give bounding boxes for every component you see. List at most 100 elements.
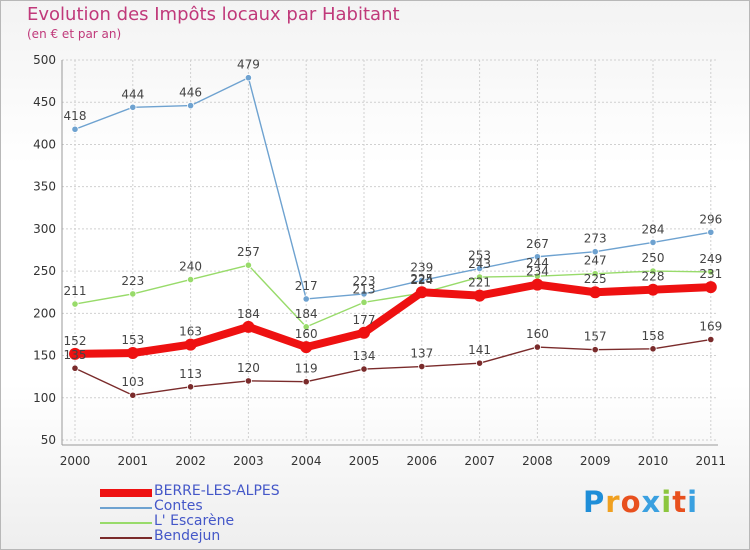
- data-point: [187, 383, 195, 391]
- legend-label-berre: BERRE-LES-ALPES: [154, 483, 280, 499]
- data-point: [418, 362, 426, 371]
- data-point: [71, 125, 79, 133]
- data-point: [591, 270, 599, 278]
- data-point: [302, 378, 310, 386]
- data-point: [360, 290, 368, 298]
- data-point: [591, 248, 599, 256]
- data-point: [244, 377, 252, 385]
- data-point: [649, 267, 657, 275]
- data-label: 257: [237, 245, 260, 259]
- y-tick-label: 100: [33, 391, 56, 405]
- data-point: [647, 283, 659, 296]
- data-label: 184: [237, 307, 260, 321]
- data-point: [704, 281, 717, 294]
- data-label: 158: [642, 329, 665, 343]
- legend-label-bendejun: Bendejun: [154, 528, 221, 544]
- data-label: 135: [64, 348, 87, 362]
- data-point: [129, 290, 137, 298]
- x-tick-label: 2005: [349, 454, 380, 468]
- legend-swatch-berre: [100, 489, 152, 497]
- data-label: 211: [64, 284, 87, 298]
- x-tick-label: 2008: [522, 454, 553, 468]
- data-point: [187, 102, 195, 110]
- x-tick-label: 2002: [175, 454, 206, 468]
- data-point: [129, 103, 137, 111]
- data-point: [69, 347, 81, 360]
- data-point: [475, 359, 484, 367]
- series-line-l-escar-ne: [74, 264, 712, 328]
- data-label: 225: [584, 272, 607, 286]
- data-point: [533, 253, 542, 261]
- data-label: 418: [64, 109, 87, 123]
- data-point: [300, 341, 313, 354]
- legend-swatch-bendejun: [100, 537, 152, 539]
- y-tick-label: 50: [41, 433, 56, 447]
- data-point: [707, 335, 715, 344]
- data-label: 225: [410, 272, 433, 286]
- data-label: 273: [584, 232, 607, 246]
- data-label: 284: [642, 222, 665, 236]
- data-point: [302, 323, 310, 331]
- y-tick-label: 150: [33, 349, 56, 363]
- data-label: 152: [64, 334, 87, 348]
- data-label: 240: [179, 260, 202, 274]
- data-label: 228: [642, 270, 665, 284]
- data-point: [591, 346, 599, 354]
- chart-subtitle: (en € et par an): [27, 27, 122, 41]
- data-point: [533, 343, 542, 351]
- data-label: 244: [526, 256, 549, 270]
- data-label: 247: [584, 254, 607, 268]
- data-point: [707, 228, 715, 236]
- data-label: 177: [353, 313, 376, 327]
- data-label: 296: [699, 212, 722, 226]
- data-label: 234: [526, 265, 549, 279]
- data-point: [184, 338, 197, 351]
- data-label: 446: [179, 86, 202, 100]
- data-label: 249: [699, 252, 722, 266]
- data-point: [475, 273, 484, 281]
- data-point: [418, 276, 426, 284]
- data-point: [360, 365, 368, 373]
- data-label: 239: [410, 260, 433, 274]
- x-tick-label: 2000: [60, 454, 91, 468]
- data-label: 479: [237, 58, 260, 72]
- data-label: 113: [179, 367, 202, 381]
- series-line-bendejun: [74, 338, 712, 396]
- data-label: 141: [468, 343, 491, 357]
- x-tick-label: 2004: [291, 454, 322, 468]
- data-label: 119: [295, 362, 318, 376]
- data-label: 184: [295, 307, 318, 321]
- data-label: 231: [699, 267, 722, 281]
- x-tick-label: 2003: [233, 454, 264, 468]
- data-label: 163: [179, 325, 202, 339]
- y-tick-label: 450: [33, 95, 56, 109]
- data-point: [129, 391, 137, 399]
- chart-title: Evolution des Impôts locaux par Habitant: [27, 4, 400, 25]
- data-label: 157: [584, 330, 607, 344]
- data-label: 120: [237, 361, 260, 375]
- data-label: 169: [699, 320, 722, 334]
- data-label: 267: [526, 237, 549, 251]
- x-tick-label: 2006: [407, 454, 438, 468]
- data-point: [302, 295, 310, 303]
- data-point: [71, 300, 79, 308]
- data-label: 444: [121, 87, 144, 101]
- data-point: [244, 74, 252, 82]
- data-point: [649, 238, 657, 246]
- data-point: [473, 289, 486, 302]
- data-point: [358, 326, 370, 339]
- legend-label-contes: Contes: [154, 498, 203, 514]
- proxiti-logo: Proxiti: [583, 485, 699, 519]
- data-label: 223: [353, 274, 376, 288]
- data-label: 223: [121, 274, 144, 288]
- y-tick-label: 350: [33, 180, 56, 194]
- data-point: [360, 298, 368, 306]
- data-point: [415, 286, 428, 299]
- data-label: 160: [526, 327, 549, 341]
- data-label: 253: [468, 249, 491, 263]
- data-label: 103: [121, 375, 144, 389]
- series-line-contes: [74, 77, 712, 300]
- data-point: [649, 345, 657, 353]
- y-tick-label: 200: [33, 306, 56, 320]
